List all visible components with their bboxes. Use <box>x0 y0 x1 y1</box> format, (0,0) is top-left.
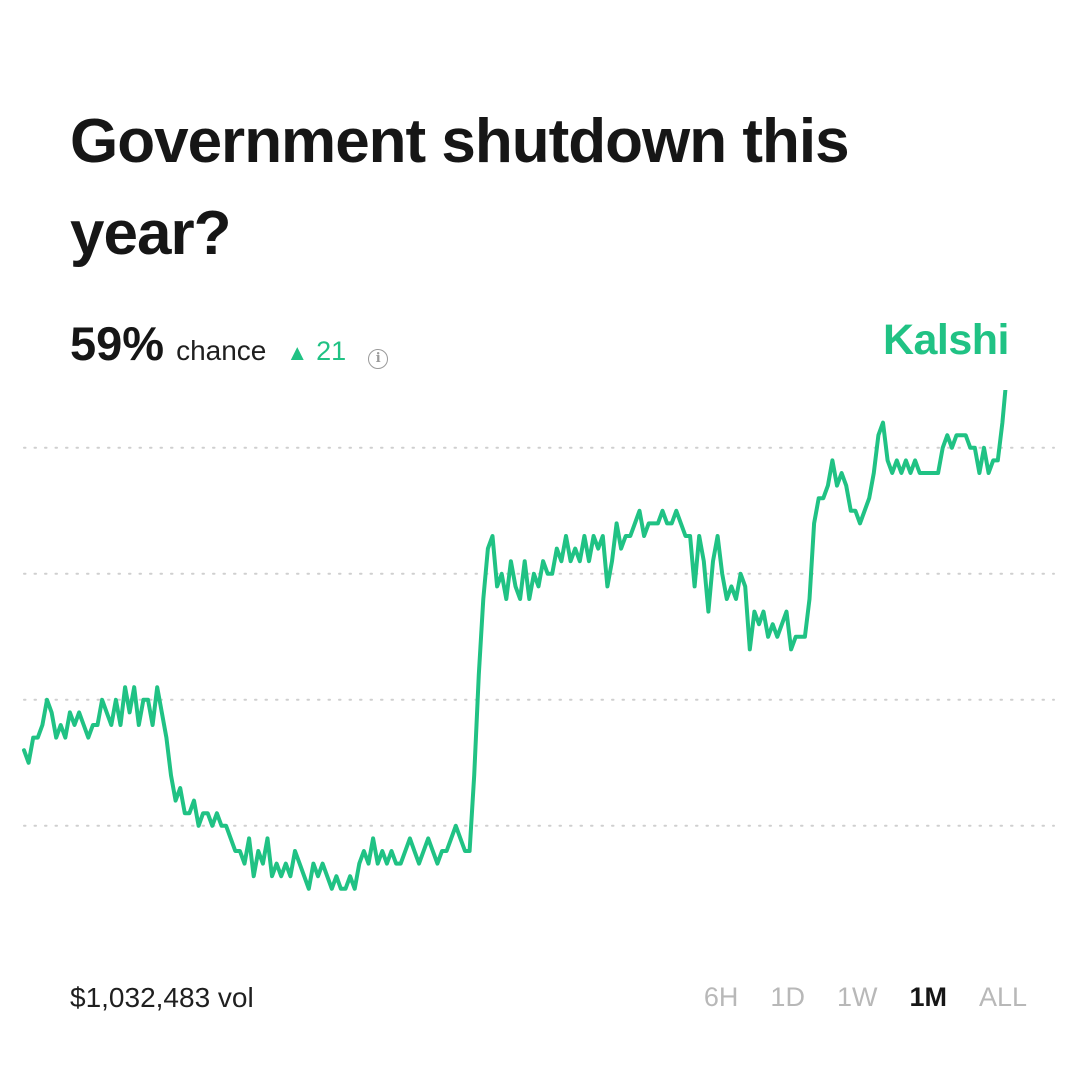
probability-suffix: chance <box>176 335 267 366</box>
range-1m[interactable]: 1M <box>909 982 947 1012</box>
chart-grid <box>23 446 1055 827</box>
up-arrow-icon: ▲ <box>286 340 309 365</box>
time-range-selector: 6H 1D 1W 1M ALL <box>704 982 1027 1013</box>
range-all[interactable]: ALL <box>978 982 1027 1012</box>
change-value: 21 <box>316 336 347 366</box>
volume-label: $1,032,483 vol <box>70 982 254 1013</box>
probability-chart <box>22 390 1055 891</box>
probability-value: 59% <box>70 317 165 370</box>
change-indicator: ▲ 21 <box>286 336 346 367</box>
page-title: Government shutdown this year? <box>70 107 850 268</box>
range-1d[interactable]: 1D <box>770 982 805 1012</box>
range-1w[interactable]: 1W <box>836 982 878 1012</box>
info-icon[interactable]: i <box>368 348 389 369</box>
probability-summary: 59% chance ▲ 21 i <box>70 316 389 372</box>
probability-line <box>22 390 1008 891</box>
brand-logo[interactable]: Kalshi <box>882 316 1010 364</box>
range-6h[interactable]: 6H <box>703 982 739 1012</box>
